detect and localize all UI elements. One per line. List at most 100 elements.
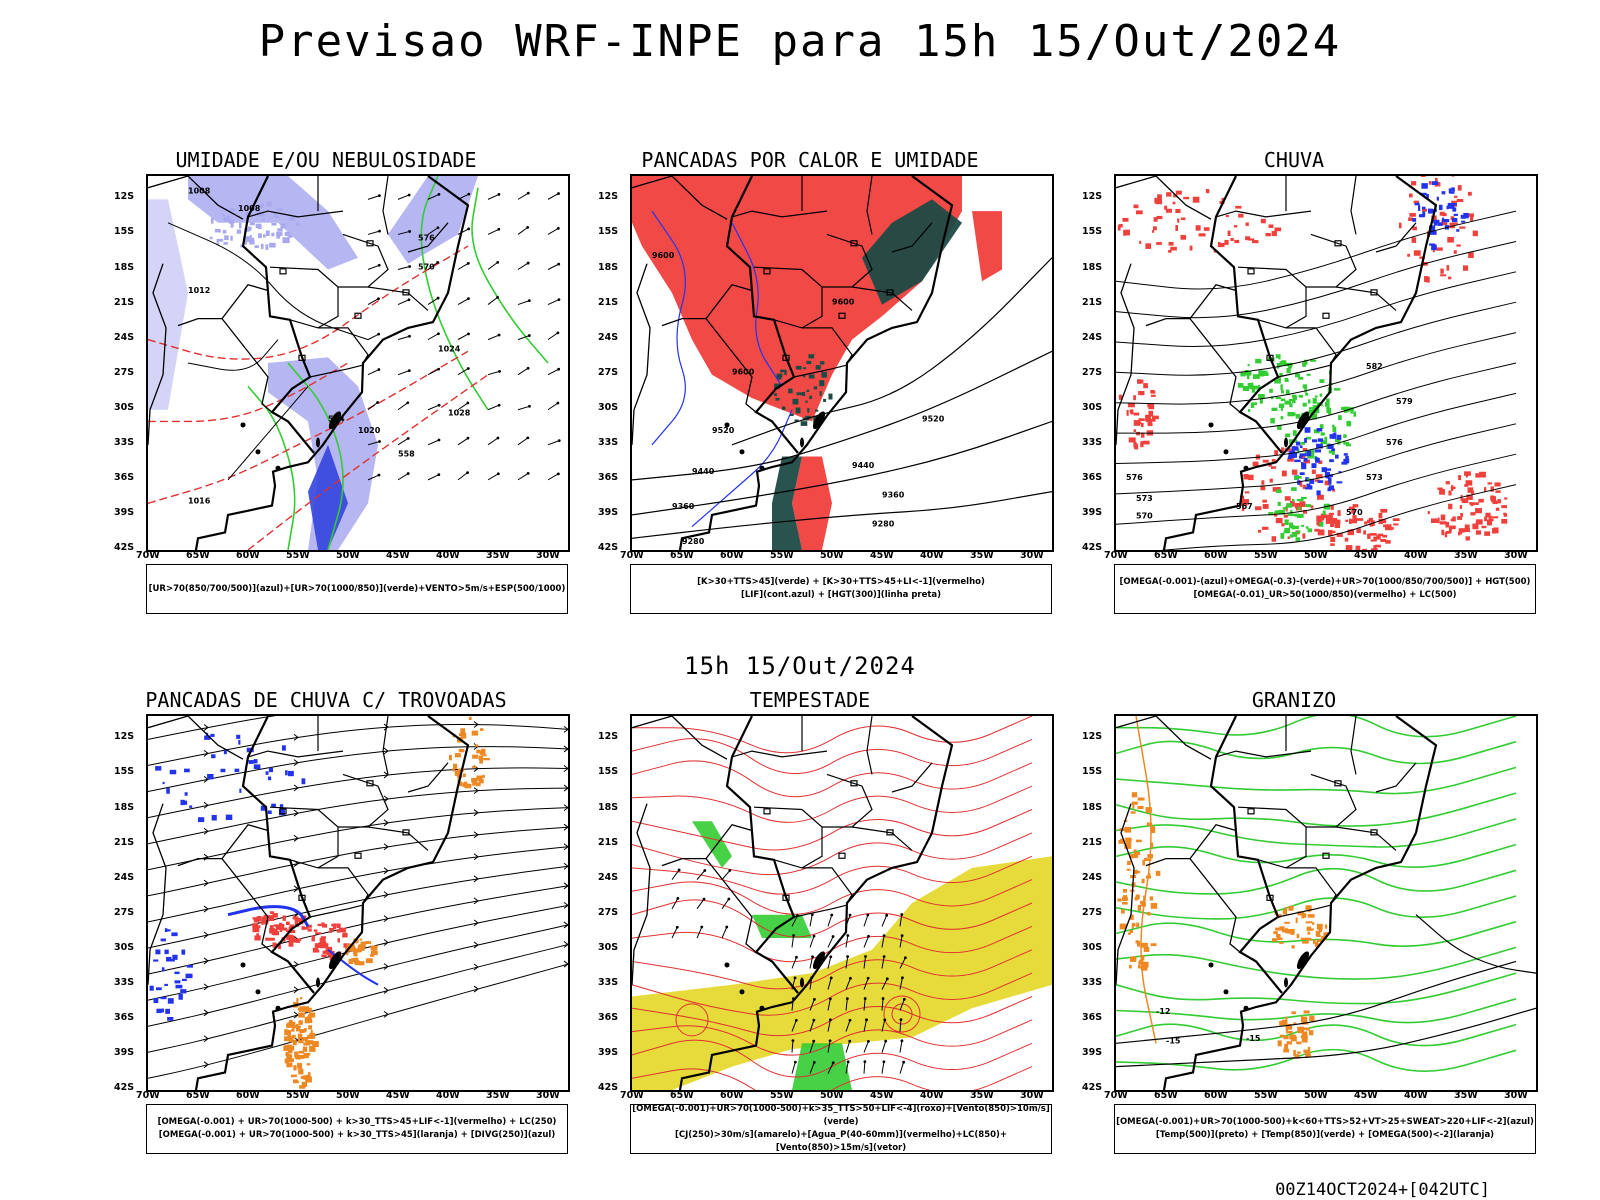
lat-tick-label: 24S [598,871,619,883]
lon-tick-label: 30W [1020,550,1044,561]
lat-tick-label: 39S [114,506,135,518]
lon-tick-label: 40W [1404,1090,1428,1101]
contour-label: 1008 [188,187,211,196]
lat-tick-label: 21S [1082,296,1103,308]
lon-tick-label: 50W [336,1090,360,1101]
lat-tick-label: 27S [114,366,135,378]
lat-tick-label: 39S [598,506,619,518]
lat-tick-label: 27S [114,906,135,918]
contour-label: 1028 [448,409,471,418]
legend-line: [CJ(250)>30m/s](amarelo)+[Agua_P(40-60mm… [674,1130,1008,1153]
lon-tick-label: 35W [970,1090,994,1101]
lon-tick-label: 60W [236,1090,260,1101]
lon-tick-label: 40W [920,1090,944,1101]
map-chuva: 582 579 576 576 573 573 570 570 567 [1114,174,1538,552]
lon-tick-label: 50W [1304,550,1328,561]
contour-label: 558 [398,450,415,459]
contour-label: 1016 [188,496,211,505]
lon-tick-label: 45W [386,1090,410,1101]
panel-title: PANCADAS POR CALOR E UMIDADE [641,148,979,172]
lon-tick-label: 35W [1454,550,1478,561]
lon-tick-label: 35W [486,550,510,561]
map-pancadas-calor: 9600 9600 9600 9520 9520 9440 9440 9360 9360 9280… [630,174,1054,552]
contour-label: 1012 [188,286,210,295]
lat-tick-label: 24S [114,871,135,883]
legend-line: [UR>70(850/700/500)](azul)+[UR>70(1000/8… [148,583,566,594]
lat-tick-label: 15S [1082,226,1103,238]
lat-tick-label: 33S [598,436,619,448]
map-tempestade [630,714,1054,1092]
lon-tick-label: 40W [436,1090,460,1101]
legend-line: [OMEGA(-0.001)+UR>70(1000-500)+k<60+TTS>… [1116,1117,1534,1127]
lat-tick-label: 33S [1082,976,1103,988]
panel-legend: [OMEGA(-0.001)-(azul)+OMEGA(-0.3)-(verde… [1114,564,1536,614]
lat-tick-label: 30S [598,941,619,953]
lat-tick-label: 30S [1082,941,1103,953]
lat-tick-label: 24S [598,331,619,343]
lat-tick-label: 12S [598,191,619,203]
lon-tick-label: 45W [1354,1090,1378,1101]
lat-tick-label: 12S [1082,191,1103,203]
map-svg: -12 -15 -15 [1116,716,1536,1090]
lat-tick-label: 27S [598,906,619,918]
lon-tick-label: 55W [1254,550,1278,561]
lat-tick-label: 15S [598,226,619,238]
panel-title: GRANIZO [1251,688,1337,712]
lon-tick-label: 60W [720,1090,744,1101]
lat-tick-label: 42S [114,542,135,553]
panel-legend: [OMEGA(-0.001)+UR>70(1000-500)+k<60+TTS>… [1114,1104,1536,1154]
contour-label: 582 [1366,362,1383,371]
legend-line: [K>30+TTS>45](verde) + [K>30+TTS>45+LI<-… [697,577,985,587]
contour-label: 9600 [832,298,855,307]
lat-tick-label: 18S [598,801,619,813]
lon-tick-label: 65W [186,1090,210,1101]
lon-tick-label: 30W [536,550,560,561]
lat-tick-label: 30S [1082,401,1103,413]
contour-label: 576 [1386,438,1403,447]
lat-tick-label: 21S [598,296,619,308]
lon-tick-label: 60W [1204,550,1228,561]
panel-legend: [UR>70(850/700/500)](azul)+[UR>70(1000/8… [146,564,568,614]
panel-legend: [OMEGA(-0.001)+UR>70(1000-500)+k>35_TTS>… [630,1104,1052,1154]
lon-tick-label: 45W [870,550,894,561]
contour-label: 576 [418,233,435,242]
lat-tick-label: 30S [598,401,619,413]
lat-tick-label: 36S [598,471,619,483]
panel-chuva: CHUVA 582 579 576 576 573 573 570 570 567 12S 15S 18… [1054,148,1554,638]
contour-label: 9520 [922,414,945,423]
lon-tick-label: 35W [486,1090,510,1101]
lat-tick-label: 36S [1082,1011,1103,1023]
contour-label: 9600 [652,251,675,260]
lon-tick-label: 30W [1504,1090,1528,1101]
contour-label: -15 [1166,1036,1181,1045]
lon-tick-label: 65W [670,550,694,561]
lon-tick-label: 40W [1404,550,1428,561]
lat-tick-label: 12S [114,191,135,203]
panel-umidade: UMIDADE E/OU NEBULOSIDADE 1008 1008 1012 101… [86,148,586,638]
lat-tick-label: 15S [598,766,619,778]
lat-tick-label: 33S [114,436,135,448]
legend-line: [Temp(500)](preto) + [Temp(850)](verde) … [1155,1130,1495,1140]
contour-label: 9360 [672,502,695,511]
lat-tick-label: 18S [1082,801,1103,813]
lat-tick-label: 12S [1082,731,1103,743]
lat-tick-label: 27S [598,366,619,378]
lat-tick-label: 39S [1082,506,1103,518]
legend-line: [OMEGA(-0.01)_UR>50(1000/850)(vermelho) … [1193,590,1457,600]
contour-label: 9440 [692,467,715,476]
map-pancadas-trovoadas [146,714,570,1092]
lat-tick-label: 27S [1082,366,1103,378]
lat-tick-label: 12S [598,731,619,743]
lat-tick-label: 33S [1082,436,1103,448]
lat-tick-label: 21S [114,836,135,848]
legend-line: [OMEGA(-0.001) + UR>70(1000-500) + k>30_… [157,1117,557,1127]
contour-label: 9280 [872,520,895,529]
lat-tick-label: 24S [114,331,135,343]
legend-line: [OMEGA(-0.001)+UR>70(1000-500)+k>35_TTS>… [632,1104,1050,1127]
lat-tick-label: 27S [1082,906,1103,918]
lat-tick-label: 18S [114,801,135,813]
lon-tick-label: 40W [920,550,944,561]
contour-label: 1024 [438,344,461,353]
panel-legend: [OMEGA(-0.001) + UR>70(1000-500) + k>30_… [146,1104,568,1154]
lon-tick-label: 50W [336,550,360,561]
